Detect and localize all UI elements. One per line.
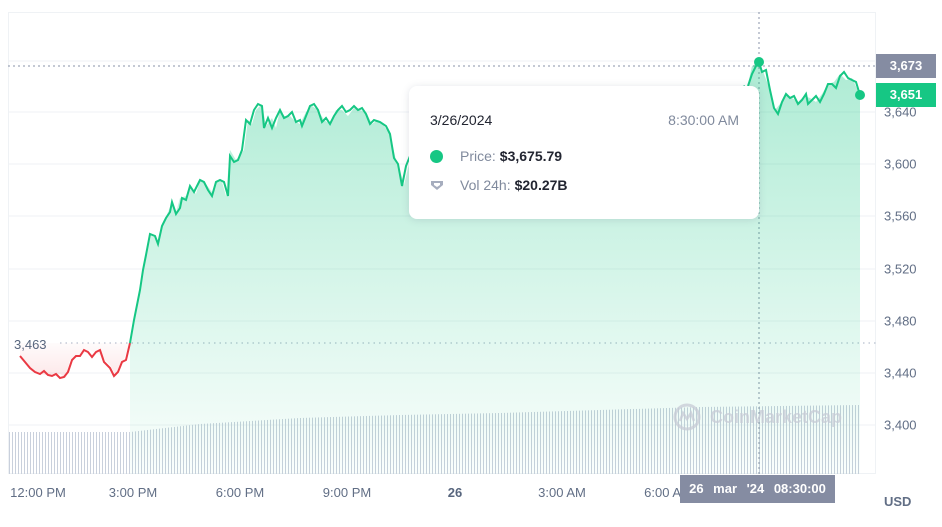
watermark-text: CoinMarketCap	[710, 406, 843, 427]
x-tick: 12:00 PM	[10, 485, 66, 500]
current-price-point	[855, 90, 865, 100]
crosshair-point	[754, 57, 764, 67]
chart-tooltip: 3/26/2024 8:30:00 AM Price: $3,675.79 Vo…	[409, 86, 759, 219]
tooltip-vol-label: Vol 24h:	[460, 177, 511, 193]
y-tick: 3,440	[884, 365, 917, 381]
x-tick: 6:00 AM	[644, 485, 692, 500]
y-tick: 3,520	[884, 261, 917, 277]
y-tick: 3,400	[884, 417, 917, 433]
tooltip-time: 8:30:00 AM	[668, 112, 739, 128]
tooltip-price-row: Price: $3,675.79	[430, 148, 562, 164]
crosshair-time: 08:30:00	[773, 481, 826, 496]
y-tick: 3,560	[884, 208, 917, 224]
price-area-down	[20, 343, 130, 378]
coinmarketcap-watermark: CoinMarketCap	[672, 402, 842, 432]
crosshair-date: 26 mar '24	[689, 481, 765, 496]
price-dot-icon	[430, 149, 443, 163]
x-tick: 3:00 PM	[108, 485, 158, 500]
x-tick: 9:00 PM	[322, 485, 372, 500]
tooltip-vol-value: $20.27B	[514, 177, 568, 193]
volume-shield-icon	[431, 181, 443, 190]
tooltip-price-label: Price:	[460, 148, 496, 164]
crosshair-price-label: 3,673	[876, 54, 936, 78]
currency-label: USD	[884, 494, 912, 509]
crosshair-date-label: 26 mar '24 08:30:00	[680, 475, 835, 503]
price-line-up	[129, 102, 411, 344]
tooltip-volume-row: Vol 24h: $20.27B	[430, 177, 568, 193]
coinmarketcap-logo-icon	[673, 403, 701, 431]
x-tick: 3:00 AM	[538, 485, 586, 500]
baseline-price-label: 3,463	[14, 337, 47, 352]
y-tick: 3,480	[884, 313, 917, 329]
x-tick: 6:00 PM	[215, 485, 265, 500]
price-line-down	[19, 342, 131, 380]
y-tick: 3,640	[884, 104, 917, 120]
current-price-label: 3,651	[876, 83, 936, 107]
y-tick: 3,600	[884, 156, 917, 172]
tooltip-price-value: $3,675.79	[499, 148, 563, 164]
x-tick-day: 26	[447, 485, 463, 500]
tooltip-date: 3/26/2024	[430, 112, 493, 128]
